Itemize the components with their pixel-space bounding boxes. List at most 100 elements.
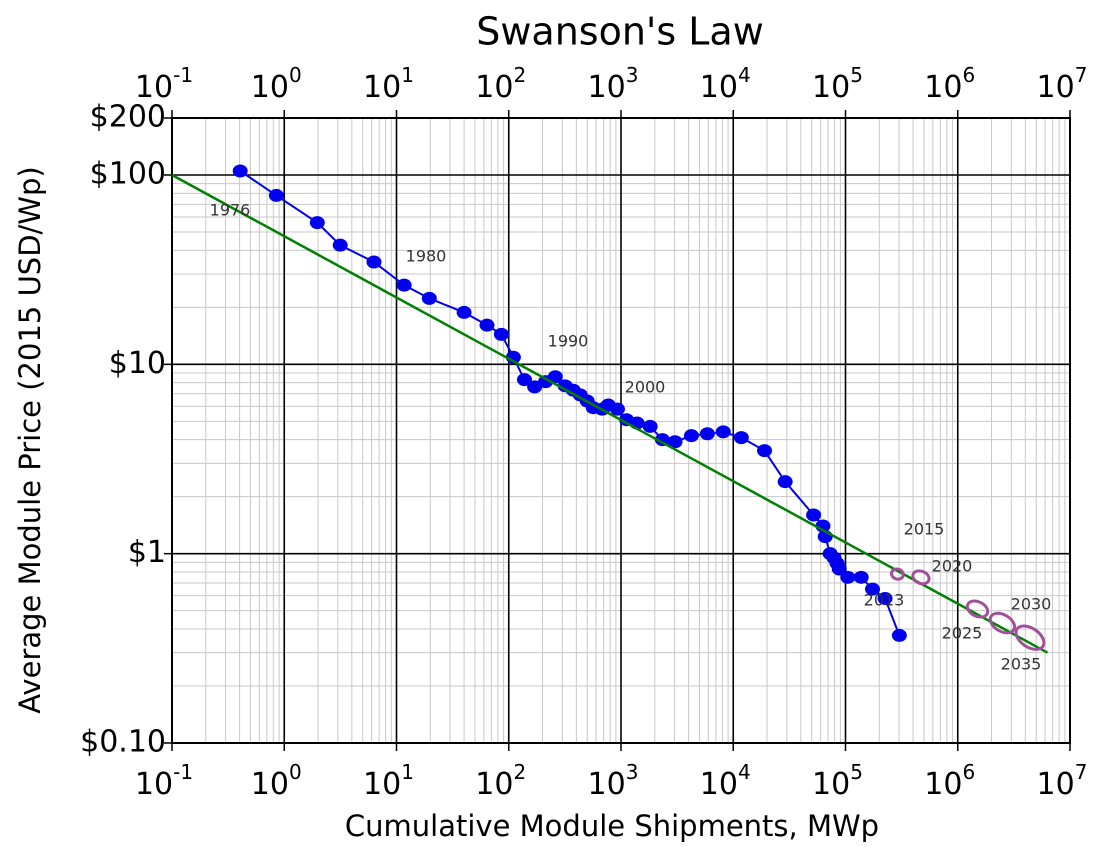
data-point [853, 570, 869, 584]
x-tick-base: 10 [700, 70, 738, 105]
x-tick-label: 105 [812, 760, 863, 802]
y-tick-label: $0.10 [80, 725, 166, 760]
data-point [757, 444, 773, 458]
x-tick-exponent: 3 [626, 760, 639, 784]
y-tick-label: $10 [109, 346, 166, 381]
x-tick-base: 10 [588, 70, 626, 105]
projection-point [1014, 624, 1046, 651]
x-tick-label: 10-1 [135, 63, 193, 105]
x-tick-base: 10 [812, 70, 850, 105]
data-point [699, 427, 715, 441]
data-point [891, 628, 907, 642]
x-tick-base: 10 [251, 767, 289, 802]
y-tick-label: $1 [128, 535, 166, 570]
annotation: 2030 [1011, 595, 1052, 614]
chart-title: Swanson's Law [476, 10, 764, 54]
x-tick-label: 103 [588, 63, 639, 105]
y-tick-label: $200 [90, 100, 166, 135]
x-axis-label: Cumulative Module Shipments, MWp [345, 809, 879, 843]
annotation: 2025 [942, 624, 983, 643]
x-tick-exponent: 0 [289, 63, 302, 87]
x-tick-base: 10 [363, 70, 401, 105]
x-tick-exponent: 4 [738, 760, 751, 784]
projection-point [889, 567, 905, 581]
data-point [733, 431, 749, 445]
x-tick-base: 10 [475, 767, 513, 802]
x-tick-exponent: 2 [513, 760, 526, 784]
data-point [831, 562, 847, 576]
data-point [667, 435, 683, 449]
x-tick-label: 107 [1037, 760, 1088, 802]
x-tick-label: 103 [588, 760, 639, 802]
annotation: 1976 [210, 201, 251, 220]
projection-point [911, 569, 931, 586]
x-tick-label: 101 [363, 760, 414, 802]
x-tick-exponent: 5 [850, 760, 863, 784]
data-point [516, 373, 532, 387]
x-tick-label: 106 [924, 760, 975, 802]
data-point [654, 433, 670, 447]
x-tick-base: 10 [251, 70, 289, 105]
y-axis-label: Average Module Price (2015 USD/Wp) [13, 166, 47, 713]
x-tick-exponent: 6 [962, 63, 975, 87]
x-tick-base: 10 [924, 70, 962, 105]
plot-frame [171, 117, 1071, 744]
x-tick-exponent: 6 [962, 760, 975, 784]
x-tick-exponent: 2 [513, 63, 526, 87]
data-point [332, 238, 348, 252]
x-tick-base: 10 [812, 767, 850, 802]
x-tick-label: 100 [251, 760, 302, 802]
data-point [396, 278, 412, 292]
data-point [493, 327, 509, 341]
x-tick-exponent: 5 [850, 63, 863, 87]
data-point [527, 380, 543, 394]
data-point [683, 429, 699, 443]
x-tick-label: 104 [700, 63, 751, 105]
data-point [777, 475, 793, 489]
data-point [840, 570, 856, 584]
data-point [609, 402, 625, 416]
data-point [865, 582, 881, 596]
x-tick-label: 106 [924, 63, 975, 105]
annotation: 1980 [406, 247, 447, 266]
data-point [232, 164, 248, 178]
data-point [456, 305, 472, 319]
x-tick-label: 102 [475, 760, 526, 802]
projection-point [988, 611, 1017, 635]
data-point [309, 216, 325, 230]
x-tick-exponent: -1 [173, 760, 193, 784]
annotation: 2000 [625, 378, 666, 397]
annotation: 2035 [1001, 655, 1042, 674]
x-tick-exponent: -1 [173, 63, 193, 87]
data-point [806, 508, 822, 522]
x-tick-base: 10 [135, 767, 173, 802]
data-point [268, 188, 284, 202]
x-tick-base: 10 [588, 767, 626, 802]
y-tick-label: $100 [90, 156, 166, 191]
x-tick-label: 104 [700, 760, 751, 802]
x-tick-exponent: 3 [626, 63, 639, 87]
data-point [642, 419, 658, 433]
x-tick-base: 10 [363, 767, 401, 802]
x-tick-label: 107 [1037, 63, 1088, 105]
x-tick-exponent: 1 [401, 63, 414, 87]
x-tick-label: 10-1 [135, 760, 193, 802]
x-tick-base: 10 [1037, 70, 1075, 105]
x-tick-exponent: 4 [738, 63, 751, 87]
x-tick-exponent: 1 [401, 760, 414, 784]
x-tick-exponent: 0 [289, 760, 302, 784]
x-tick-base: 10 [135, 70, 173, 105]
x-tick-base: 10 [475, 70, 513, 105]
x-tick-base: 10 [1037, 767, 1075, 802]
x-tick-label: 102 [475, 63, 526, 105]
x-tick-label: 101 [363, 63, 414, 105]
x-tick-exponent: 7 [1075, 760, 1088, 784]
annotation: 2015 [904, 520, 945, 539]
data-point [715, 425, 731, 439]
x-tick-label: 105 [812, 63, 863, 105]
projection-point [965, 599, 990, 619]
data-point [366, 255, 382, 269]
x-tick-base: 10 [700, 767, 738, 802]
